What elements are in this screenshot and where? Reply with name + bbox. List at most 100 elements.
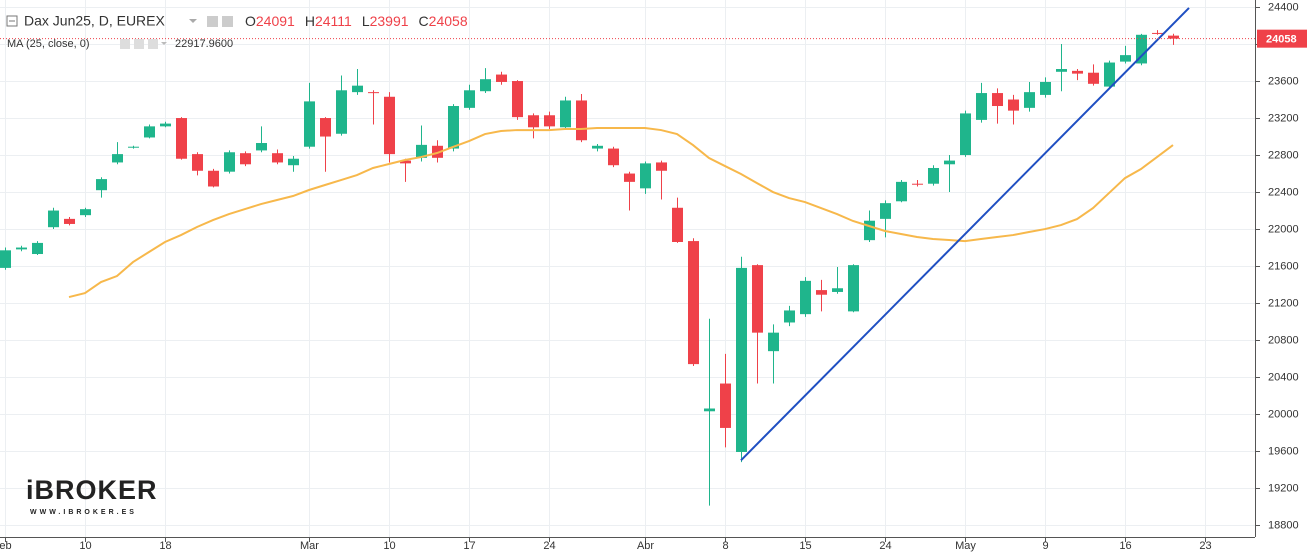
ohlc-value: 24091	[256, 13, 295, 29]
ma-legend: MA (25, close, 0)	[7, 38, 90, 50]
candle-body	[496, 74, 507, 82]
ohlc-value: 24058	[429, 13, 468, 29]
ohlc-letter: H	[305, 13, 315, 29]
ma-visibility-icon[interactable]	[134, 39, 144, 49]
x-tick-label: 23	[1199, 540, 1211, 552]
candle-body	[832, 288, 843, 292]
candle-body	[720, 383, 731, 428]
x-tick-label: 15	[799, 540, 811, 552]
last-price-tag	[1257, 29, 1307, 48]
candle-body	[224, 152, 235, 172]
ma-remove-icon[interactable]	[148, 39, 158, 49]
candle-body	[272, 153, 283, 163]
x-tick-label: 17	[463, 540, 475, 552]
candle-body	[576, 100, 587, 141]
candle-body	[928, 167, 939, 184]
candle-body	[144, 126, 155, 138]
candle-body	[112, 154, 123, 163]
candle-body	[512, 81, 523, 118]
candle-body	[1104, 62, 1115, 87]
candle-body	[16, 247, 27, 250]
candle-body	[896, 181, 907, 202]
x-tick-label: eb	[0, 540, 12, 552]
ma-line	[68, 127, 1174, 299]
candle-body	[704, 408, 715, 412]
y-tick-label: 21200	[1268, 297, 1299, 309]
visibility-icon[interactable]	[222, 16, 233, 27]
ohlc-value: 23991	[370, 13, 409, 29]
candle-body	[352, 85, 363, 93]
candle-body	[1088, 72, 1099, 84]
candle-body	[800, 280, 811, 315]
candle-body	[176, 118, 187, 159]
x-tick-label: 10	[383, 540, 395, 552]
y-tick-label: 20800	[1268, 334, 1299, 346]
candle-body	[288, 158, 299, 166]
candle-body	[448, 106, 459, 149]
y-tick-label: 23600	[1268, 75, 1299, 87]
candle-body	[128, 146, 139, 148]
candle-body	[80, 209, 91, 216]
candle-body	[688, 241, 699, 365]
candle-body	[64, 218, 75, 224]
candle-body	[368, 92, 379, 94]
y-tick-label: 22400	[1268, 186, 1299, 198]
ma-dropdown-icon[interactable]	[161, 42, 167, 45]
y-tick-label: 19200	[1268, 482, 1299, 494]
ma-settings-icon[interactable]	[120, 39, 130, 49]
y-tick-label: 21600	[1268, 260, 1299, 272]
candle-body	[848, 265, 859, 312]
x-tick-label: 8	[722, 540, 728, 552]
candle-body	[384, 96, 395, 155]
candle-body	[912, 183, 923, 185]
x-tick-label: 18	[159, 540, 171, 552]
candle-body	[608, 148, 619, 166]
settings-icon[interactable]	[207, 16, 218, 27]
candle-body	[464, 90, 475, 108]
candle-body	[304, 101, 315, 147]
dropdown-icon[interactable]	[189, 19, 197, 23]
candle-body	[1120, 55, 1131, 62]
candle-body	[192, 154, 203, 171]
y-tick-label: 19600	[1268, 445, 1299, 457]
watermark-logo: iBROKER	[26, 475, 158, 505]
ohlc-letter: O	[245, 13, 256, 29]
ohlc-letter: L	[362, 13, 370, 29]
candle-body	[976, 93, 987, 120]
x-tick-label: May	[955, 540, 976, 552]
candle-body	[864, 220, 875, 241]
candle-body	[1008, 99, 1019, 111]
x-tick-label: 9	[1042, 540, 1048, 552]
x-tick-label: 16	[1119, 540, 1131, 552]
candle-body	[640, 163, 651, 189]
y-tick-label: 22800	[1268, 149, 1299, 161]
ohlc-values: O24091 H24111 L23991 C24058	[245, 13, 468, 29]
ma-value: 22917.9600	[175, 38, 233, 50]
marks	[0, 7, 1255, 506]
y-tick-label: 24400	[1268, 1, 1299, 13]
candle-body	[784, 310, 795, 323]
candle-body	[416, 144, 427, 158]
candle-body	[1136, 34, 1147, 64]
candle-body	[944, 160, 955, 165]
x-tick-label: 10	[79, 540, 91, 552]
candle-body	[1056, 69, 1067, 72]
x-tick-label: 24	[543, 540, 555, 552]
ohlc-letter: C	[419, 13, 429, 29]
y-tick-label: 20400	[1268, 371, 1299, 383]
trendline	[740, 7, 1190, 462]
candle-body	[1024, 92, 1035, 108]
y-tick-label: 23200	[1268, 112, 1299, 124]
candle-body	[960, 113, 971, 156]
x-tick-label: Mar	[300, 540, 319, 552]
x-tick-label: 24	[879, 540, 891, 552]
candle-body	[992, 93, 1003, 107]
candle-body	[1168, 35, 1179, 39]
collapse-icon[interactable]	[6, 15, 18, 27]
symbol-title: Dax Jun25, D, EUREX	[24, 13, 165, 29]
candle-body	[816, 290, 827, 295]
candle-body	[624, 173, 635, 182]
candle-body	[32, 242, 43, 255]
